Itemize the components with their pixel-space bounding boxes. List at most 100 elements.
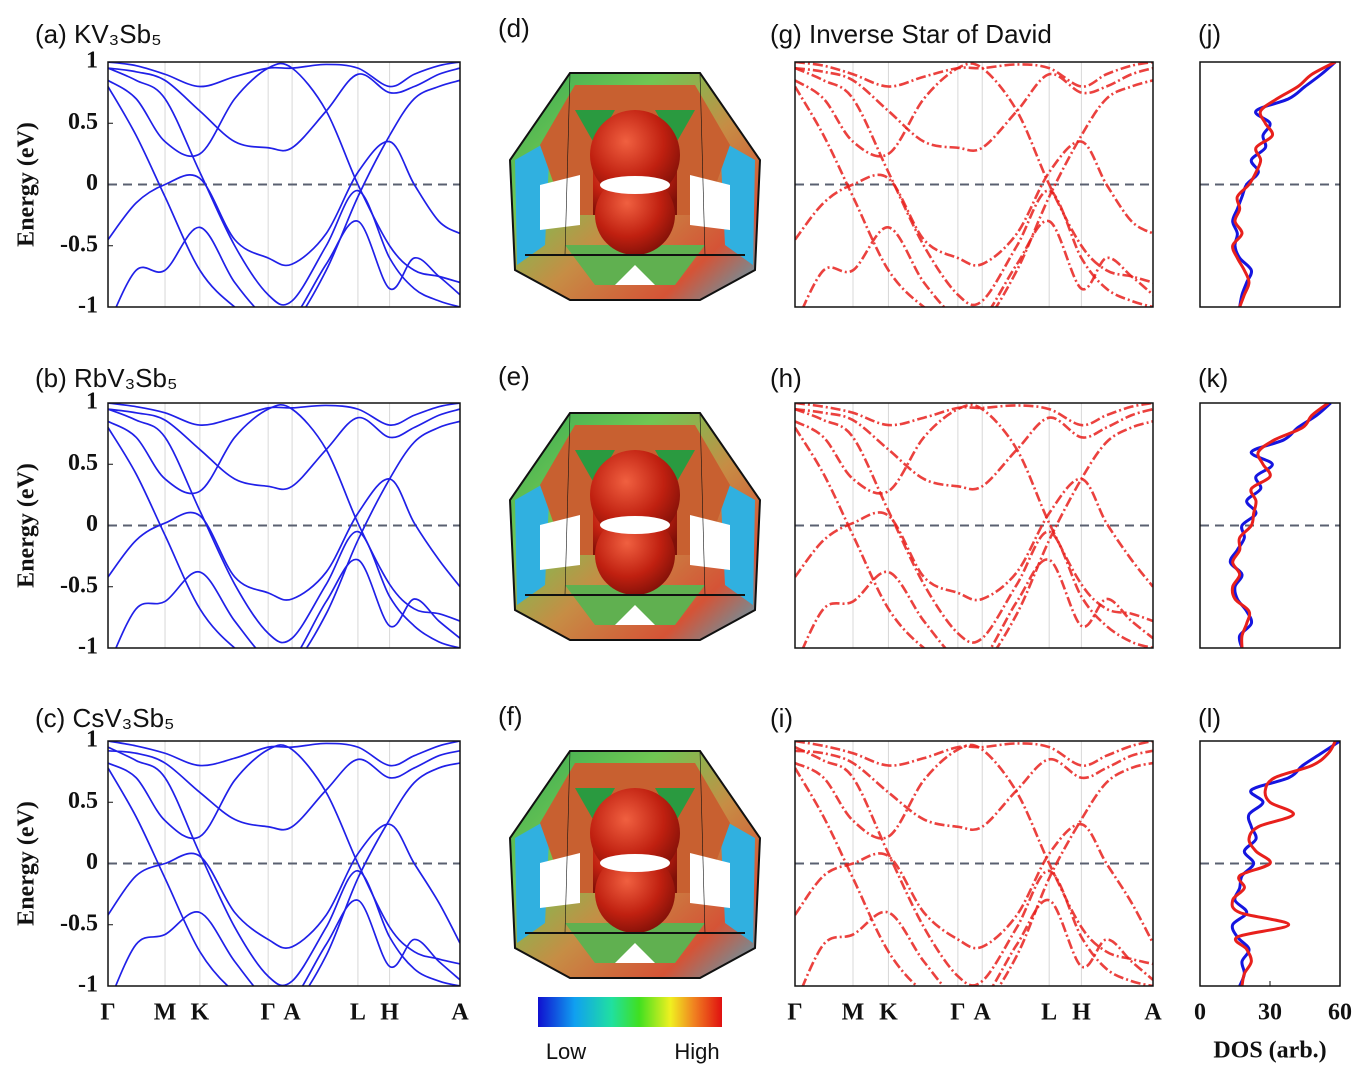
band <box>108 140 460 267</box>
plot-area <box>108 403 460 648</box>
x-tick-label: L <box>350 1000 366 1026</box>
band <box>108 403 460 622</box>
panel-title: (f) <box>498 701 523 731</box>
x-tick-label: M <box>154 1000 177 1026</box>
x-tick-label: Γ <box>261 1000 276 1026</box>
x-tick-label: Γ <box>950 1000 965 1026</box>
y-tick-label: -0.5 <box>60 231 98 257</box>
band <box>801 219 1153 307</box>
x-tick-label: Γ <box>100 1000 115 1026</box>
x-tick-label: H <box>1072 1000 1091 1026</box>
y-tick-label: 1 <box>86 389 98 415</box>
fermi-surface <box>509 412 761 641</box>
plot-area <box>1228 403 1332 648</box>
band <box>795 749 1153 832</box>
dos-curve <box>1231 62 1337 307</box>
panel: (h) <box>770 363 1154 649</box>
y-tick-label: -1 <box>78 293 98 319</box>
axes-frame <box>794 402 1154 649</box>
band <box>795 420 1153 648</box>
band <box>108 408 460 491</box>
band <box>801 558 1153 648</box>
colorbar-label: Low <box>546 1039 586 1064</box>
panel-title: (c) CsV₃Sb₅ <box>35 703 175 733</box>
x-tick-label: 60 <box>1328 1000 1352 1026</box>
band <box>115 558 460 648</box>
axes-frame <box>107 61 461 308</box>
band <box>108 741 460 767</box>
x-tick-label: K <box>879 1000 898 1026</box>
axes-frame <box>794 61 1154 308</box>
y-axis-label: Energy (eV) <box>14 122 40 247</box>
plot-area <box>795 403 1153 648</box>
dos-curve <box>1230 403 1330 648</box>
axes-frame <box>1199 402 1341 649</box>
band <box>795 741 1153 767</box>
x-tick-label: A <box>974 1000 992 1026</box>
band <box>108 403 460 426</box>
panel-title: (g) Inverse Star of David <box>770 19 1052 49</box>
panel-title: (d) <box>498 13 530 43</box>
dos-curve <box>1230 741 1340 986</box>
band <box>108 62 460 88</box>
panel-title: (k) <box>1198 363 1228 393</box>
plot-area <box>795 62 1153 307</box>
x-axis-label: DOS (arb.) <box>1213 1038 1326 1064</box>
band <box>795 822 1153 950</box>
band <box>795 761 1153 986</box>
y-tick-label: 1 <box>86 48 98 74</box>
band <box>795 66 1153 307</box>
x-tick-label: L <box>1041 1000 1057 1026</box>
band <box>108 823 460 950</box>
panel: (i)Γ M K Γ A L H A <box>770 703 1162 1026</box>
y-tick-label: 0.5 <box>68 109 98 135</box>
fermi-surface <box>509 72 761 301</box>
band <box>108 62 460 284</box>
panel: (j) <box>1198 19 1341 308</box>
band <box>114 899 460 986</box>
panel-title: (a) KV₃Sb₅ <box>35 19 162 49</box>
band <box>108 762 460 986</box>
panel-title: (i) <box>770 703 793 733</box>
x-tick-label: 0 <box>1194 1000 1206 1026</box>
x-tick-label: Γ <box>787 1000 802 1026</box>
colorbar <box>538 997 722 1027</box>
panel-title: (h) <box>770 363 802 393</box>
band <box>801 898 1153 986</box>
band <box>795 62 1153 284</box>
axes-frame <box>107 740 461 987</box>
axes-frame <box>1199 740 1341 987</box>
band <box>795 407 1153 491</box>
band <box>108 408 460 648</box>
x-tick-label: A <box>283 1000 301 1026</box>
panel: (g) Inverse Star of David <box>770 19 1154 308</box>
plot-area <box>795 741 1153 986</box>
band <box>795 403 1153 427</box>
y-tick-label: 0.5 <box>68 450 98 476</box>
y-tick-label: 0.5 <box>68 788 98 814</box>
band <box>795 66 1153 153</box>
plot-area <box>108 741 460 986</box>
band <box>795 743 1153 966</box>
y-tick-label: -0.5 <box>60 572 98 598</box>
plot-area <box>1231 62 1337 307</box>
band <box>115 220 460 307</box>
band <box>108 67 460 307</box>
band <box>108 744 460 965</box>
axes-frame <box>794 740 1154 987</box>
dos-curve <box>1230 741 1337 986</box>
band <box>108 420 460 648</box>
band <box>795 745 1153 986</box>
panel-title: (e) <box>498 361 530 391</box>
x-tick-label: K <box>191 1000 210 1026</box>
band <box>108 79 460 307</box>
x-tick-label: A <box>451 1000 469 1026</box>
dos-curve <box>1231 62 1337 307</box>
y-tick-label: 0 <box>86 170 98 196</box>
band <box>108 67 460 152</box>
panel-title: (j) <box>1198 19 1221 49</box>
y-tick-label: -0.5 <box>60 910 98 936</box>
x-tick-label: 30 <box>1258 1000 1282 1026</box>
